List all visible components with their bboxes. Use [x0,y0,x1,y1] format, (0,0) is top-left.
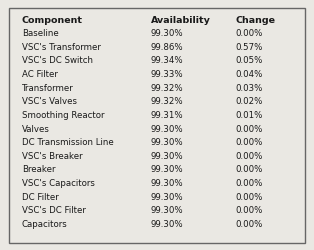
Text: 99.30%: 99.30% [151,206,183,216]
Text: Valves: Valves [22,124,50,134]
Text: 0.00%: 0.00% [236,206,263,216]
Text: 0.57%: 0.57% [236,43,263,52]
Text: 99.30%: 99.30% [151,152,183,161]
Text: Transformer: Transformer [22,84,74,93]
Text: 0.00%: 0.00% [236,166,263,174]
Text: 99.30%: 99.30% [151,193,183,202]
Text: 99.33%: 99.33% [151,70,183,79]
Text: 0.03%: 0.03% [236,84,263,93]
Text: 0.02%: 0.02% [236,97,263,106]
Text: Smoothing Reactor: Smoothing Reactor [22,111,105,120]
Text: 0.01%: 0.01% [236,111,263,120]
Text: 0.00%: 0.00% [236,220,263,229]
Text: 99.30%: 99.30% [151,220,183,229]
Text: 99.32%: 99.32% [151,97,183,106]
Text: 0.00%: 0.00% [236,138,263,147]
Text: VSC's DC Switch: VSC's DC Switch [22,56,93,66]
Text: DC Transmission Line: DC Transmission Line [22,138,114,147]
Text: VSC's DC Filter: VSC's DC Filter [22,206,86,216]
Text: 0.00%: 0.00% [236,152,263,161]
Text: 99.30%: 99.30% [151,29,183,38]
Text: VSC's Valves: VSC's Valves [22,97,77,106]
Text: 99.34%: 99.34% [151,56,183,66]
Text: Availability: Availability [151,16,211,25]
Text: 99.30%: 99.30% [151,138,183,147]
Text: 99.31%: 99.31% [151,111,183,120]
Text: 99.30%: 99.30% [151,166,183,174]
Text: 0.00%: 0.00% [236,179,263,188]
Text: Capacitors: Capacitors [22,220,68,229]
Text: 0.00%: 0.00% [236,29,263,38]
Text: 99.30%: 99.30% [151,179,183,188]
Text: 99.86%: 99.86% [151,43,183,52]
Text: 0.05%: 0.05% [236,56,263,66]
Text: 0.00%: 0.00% [236,124,263,134]
Text: 99.30%: 99.30% [151,124,183,134]
Text: 0.04%: 0.04% [236,70,263,79]
Text: VSC's Breaker: VSC's Breaker [22,152,83,161]
Text: Baseline: Baseline [22,29,59,38]
Text: DC Filter: DC Filter [22,193,59,202]
Text: Component: Component [22,16,83,25]
Text: AC Filter: AC Filter [22,70,58,79]
Text: VSC's Capacitors: VSC's Capacitors [22,179,95,188]
Text: Breaker: Breaker [22,166,56,174]
Text: 99.32%: 99.32% [151,84,183,93]
Text: VSC's Transformer: VSC's Transformer [22,43,101,52]
Text: Change: Change [236,16,275,25]
Text: 0.00%: 0.00% [236,193,263,202]
